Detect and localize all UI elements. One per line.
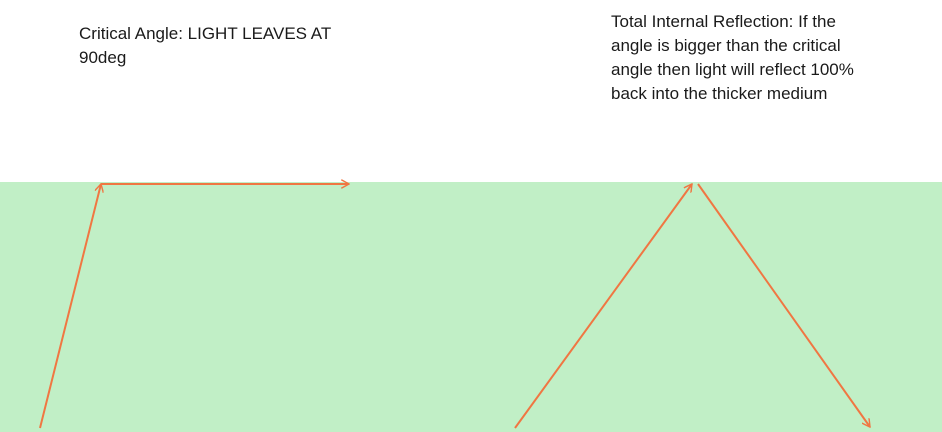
tir-reflected-ray [697, 183, 870, 427]
critical-incident-ray [39, 184, 101, 429]
tir-incident-ray [514, 184, 692, 429]
critical-angle-caption: Critical Angle: LIGHT LEAVES AT 90deg [79, 24, 332, 67]
total-internal-reflection-caption: Total Internal Reflection: If the angle … [611, 12, 854, 103]
